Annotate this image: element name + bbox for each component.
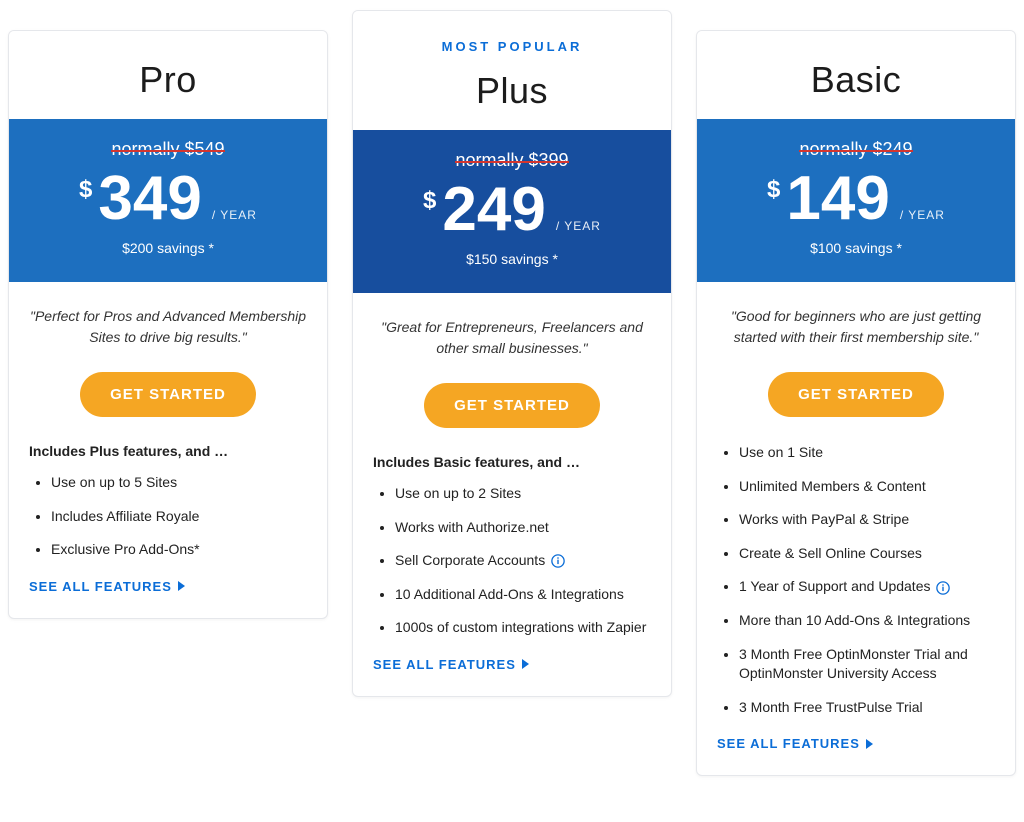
price-line: $149 / YEAR (713, 168, 999, 230)
plan-header: Pro (9, 31, 327, 119)
price-line: $349 / YEAR (25, 168, 311, 230)
price-block: normally $399 $249 / YEAR $150 savings * (353, 130, 671, 293)
feature-item: Works with Authorize.net (395, 518, 651, 538)
feature-item: 1 Year of Support and Updates (739, 577, 995, 597)
chevron-right-icon (866, 739, 873, 749)
feature-text: Exclusive Pro Add-Ons* (51, 541, 200, 557)
original-price: normally $249 (799, 139, 912, 160)
see-all-features-link[interactable]: SEE ALL FEATURES (373, 657, 529, 672)
price-period: / YEAR (900, 208, 945, 222)
feature-text: 3 Month Free OptinMonster Trial and Opti… (739, 646, 968, 682)
currency-symbol: $ (79, 176, 92, 204)
includes-heading: Includes Basic features, and … (373, 454, 651, 470)
feature-text: Sell Corporate Accounts (395, 552, 545, 568)
feature-item: Sell Corporate Accounts (395, 551, 651, 571)
get-started-button[interactable]: GET STARTED (768, 372, 944, 417)
feature-item: 3 Month Free OptinMonster Trial and Opti… (739, 645, 995, 684)
pricing-row: Pro normally $549 $349 / YEAR $200 savings *… (0, 30, 1024, 776)
get-started-button[interactable]: GET STARTED (80, 372, 256, 417)
feature-list: Use on up to 2 Sites Works with Authorize… (373, 484, 651, 638)
chevron-right-icon (178, 581, 185, 591)
price-period: / YEAR (212, 208, 257, 222)
info-icon[interactable] (551, 554, 565, 568)
see-all-features-link[interactable]: SEE ALL FEATURES (717, 736, 873, 751)
savings-text: $150 savings * (369, 251, 655, 267)
feature-item: Exclusive Pro Add-Ons* (51, 540, 307, 560)
feature-text: Create & Sell Online Courses (739, 545, 922, 561)
savings-text: $200 savings * (25, 240, 311, 256)
feature-item: 1000s of custom integrations with Zapier (395, 618, 651, 638)
plan-tagline: "Good for beginners who are just getting… (717, 306, 995, 348)
plan-card-plus: MOST POPULARPlusnormally $399$249/ YEAR$… (352, 10, 672, 697)
price-amount: 249 (442, 179, 545, 241)
content-block: "Good for beginners who are just getting… (697, 282, 1015, 775)
price-block: normally $549 $349 / YEAR $200 savings * (9, 119, 327, 282)
content-block: "Perfect for Pros and Advanced Membershi… (9, 282, 327, 618)
see-all-label: SEE ALL FEATURES (373, 657, 516, 672)
content-block: "Great for Entrepreneurs, Freelancers an… (353, 293, 671, 696)
feature-text: Unlimited Members & Content (739, 478, 926, 494)
feature-item: Unlimited Members & Content (739, 477, 995, 497)
feature-text: Works with Authorize.net (395, 519, 549, 535)
plan-tagline: "Great for Entrepreneurs, Freelancers an… (373, 317, 651, 359)
plan-name: Basic (713, 59, 999, 101)
price-period: / YEAR (556, 219, 601, 233)
plan-header: MOST POPULAR Plus (353, 11, 671, 130)
plan-name: Plus (369, 70, 655, 112)
original-price: normally $549 (111, 139, 224, 160)
plan-header: Basic (697, 31, 1015, 119)
feature-text: 1 Year of Support and Updates (739, 578, 930, 594)
feature-text: Use on 1 Site (739, 444, 823, 460)
price-line: $249 / YEAR (369, 179, 655, 241)
popular-badge: MOST POPULAR (369, 39, 655, 54)
feature-list: Use on 1 Site Unlimited Members & Content… (717, 443, 995, 717)
feature-list: Use on up to 5 Sites Includes Affiliate R… (29, 473, 307, 560)
price-amount: 149 (786, 168, 889, 230)
see-all-label: SEE ALL FEATURES (717, 736, 860, 751)
get-started-button[interactable]: GET STARTED (424, 383, 600, 428)
feature-text: 3 Month Free TrustPulse Trial (739, 699, 923, 715)
feature-text: Use on up to 2 Sites (395, 485, 521, 501)
feature-item: Use on up to 2 Sites (395, 484, 651, 504)
savings-text: $100 savings * (713, 240, 999, 256)
feature-text: 1000s of custom integrations with Zapier (395, 619, 646, 635)
feature-item: 3 Month Free TrustPulse Trial (739, 698, 995, 718)
feature-text: Use on up to 5 Sites (51, 474, 177, 490)
currency-symbol: $ (423, 187, 436, 215)
feature-item: Use on up to 5 Sites (51, 473, 307, 493)
feature-item: 10 Additional Add-Ons & Integrations (395, 585, 651, 605)
plan-tagline: "Perfect for Pros and Advanced Membershi… (29, 306, 307, 348)
price-block: normally $249 $149 / YEAR $100 savings * (697, 119, 1015, 282)
feature-item: Works with PayPal & Stripe (739, 510, 995, 530)
currency-symbol: $ (767, 176, 780, 204)
feature-item: Use on 1 Site (739, 443, 995, 463)
see-all-label: SEE ALL FEATURES (29, 579, 172, 594)
plan-card-basic: Basic normally $249 $149 / YEAR $100 savings… (696, 30, 1016, 776)
feature-text: Includes Affiliate Royale (51, 508, 199, 524)
feature-text: 10 Additional Add-Ons & Integrations (395, 586, 624, 602)
see-all-features-link[interactable]: SEE ALL FEATURES (29, 579, 185, 594)
price-amount: 349 (98, 168, 201, 230)
includes-heading: Includes Plus features, and … (29, 443, 307, 459)
feature-text: More than 10 Add-Ons & Integrations (739, 612, 970, 628)
info-icon[interactable] (936, 581, 950, 595)
plan-card-pro: Pro normally $549 $349 / YEAR $200 savings *… (8, 30, 328, 619)
plan-name: Pro (25, 59, 311, 101)
feature-item: More than 10 Add-Ons & Integrations (739, 611, 995, 631)
feature-item: Create & Sell Online Courses (739, 544, 995, 564)
feature-item: Includes Affiliate Royale (51, 507, 307, 527)
original-price: normally $399 (455, 150, 568, 171)
feature-text: Works with PayPal & Stripe (739, 511, 909, 527)
chevron-right-icon (522, 659, 529, 669)
